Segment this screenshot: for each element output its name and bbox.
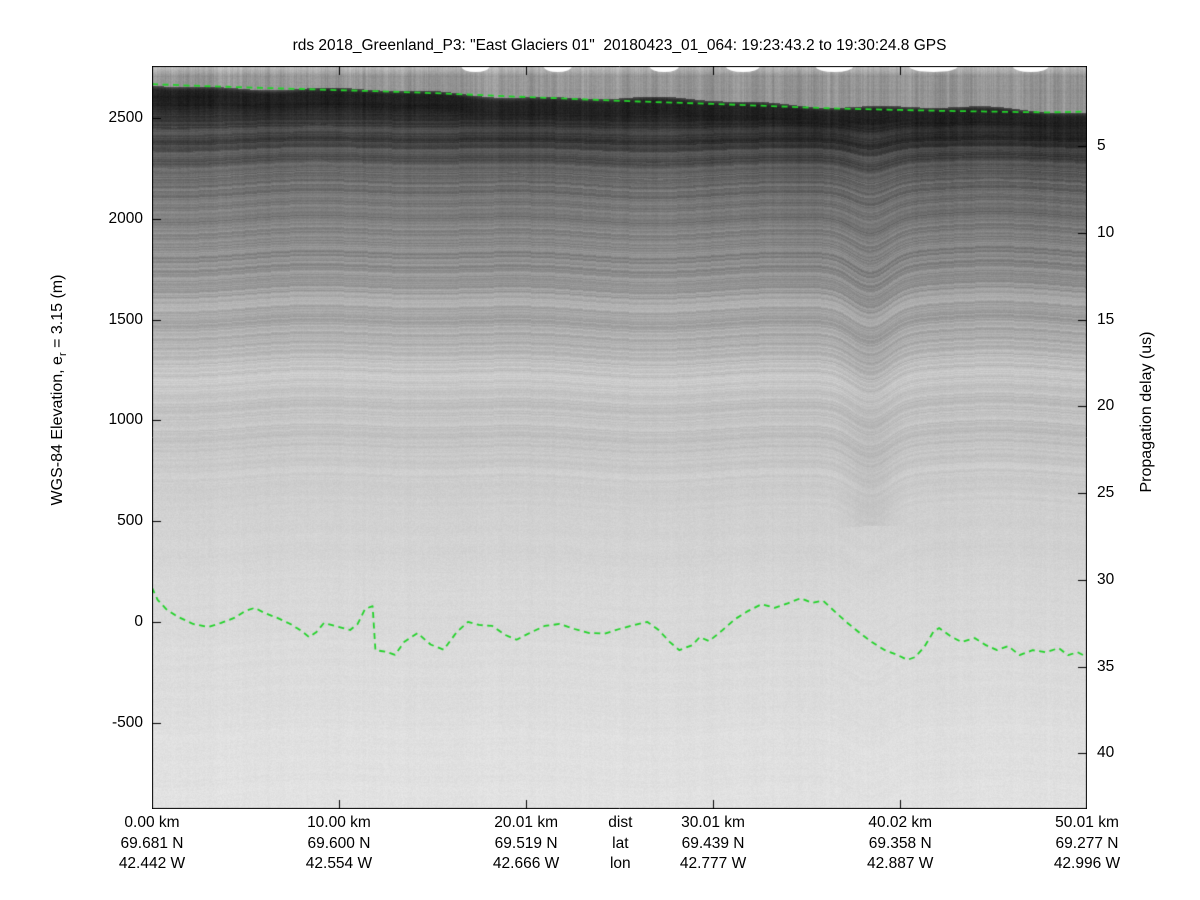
x-tick-column-lon: 42.666 W	[492, 855, 560, 872]
x-tick-column-lon: 42.777 W	[679, 855, 747, 872]
left-axis-tick-label: 1500	[108, 310, 143, 328]
right-axis-tick-label: 40	[1097, 744, 1115, 762]
x-tick-column-dist: 30.01 km	[681, 814, 745, 831]
x-tick-column: 50.01 km 69.277 N 42.996 W	[1012, 813, 1162, 875]
x-axis-row-legend-lon: lon	[609, 855, 631, 872]
right-axis-tick-label: 35	[1097, 657, 1115, 675]
x-tick-column: 10.00 km 69.600 N 42.554 W	[264, 813, 414, 875]
x-tick-column-dist: 40.02 km	[868, 814, 933, 831]
left-axis-tick-label: 2500	[108, 109, 143, 126]
right-axis-tick-label: 10	[1097, 223, 1115, 241]
right-axis-tick-label: 25	[1097, 484, 1115, 502]
x-tick-column-lon: 42.887 W	[867, 855, 934, 872]
x-tick-column-lon: 42.996 W	[1053, 855, 1121, 872]
x-tick-column-dist: 50.01 km	[1055, 814, 1119, 831]
x-axis-row-legend-lat: lat	[612, 834, 629, 852]
left-axis-label-text: WGS-84 Elevation, e	[49, 356, 66, 506]
x-tick-column-lon: 42.554 W	[305, 855, 373, 872]
left-axis-tick-label: 0	[134, 612, 143, 630]
x-tick-column-dist: 10.00 km	[307, 814, 371, 831]
x-tick-column-lat: 69.277 N	[1055, 834, 1119, 852]
x-tick-column-dist: 0.00 km	[124, 814, 180, 831]
x-tick-column-dist: 20.01 km	[494, 814, 558, 831]
echogram-canvas	[152, 66, 1087, 809]
left-axis-tick-label: 1000	[108, 411, 143, 429]
left-axis-tick-label: 2000	[108, 209, 143, 227]
x-tick-column: 20.01 km 69.519 N 42.666 W	[451, 813, 601, 875]
left-axis-tick-label: 500	[117, 512, 143, 530]
x-axis-row-legend-dist: dist	[608, 814, 633, 831]
right-axis-tick-label: 20	[1097, 397, 1115, 415]
x-tick-column-lat: 69.600 N	[307, 834, 371, 852]
x-tick-column: 40.02 km 69.358 N 42.887 W	[825, 813, 975, 875]
x-tick-column: 0.00 km 69.681 N 42.442 W	[77, 813, 227, 875]
x-tick-column-lat: 69.681 N	[120, 834, 184, 852]
x-tick-column-lat: 69.439 N	[681, 834, 745, 852]
x-axis-row-legend: dist lat lon	[545, 813, 695, 875]
right-axis-tick-label: 5	[1097, 137, 1106, 154]
chart-title: rds 2018_Greenland_P3: "East Glaciers 01…	[292, 37, 947, 54]
right-axis-tick-label: 30	[1097, 570, 1115, 588]
right-axis-tick-label: 15	[1097, 310, 1115, 328]
left-axis-tick-label: -500	[111, 713, 143, 731]
x-tick-column-lon: 42.442 W	[118, 855, 186, 872]
x-tick-column-lat: 69.519 N	[494, 834, 558, 852]
left-axis-label-sub: r	[57, 352, 69, 357]
x-tick-column-lat: 69.358 N	[868, 834, 932, 852]
x-tick-column: 30.01 km 69.439 N 42.777 W	[638, 813, 788, 875]
